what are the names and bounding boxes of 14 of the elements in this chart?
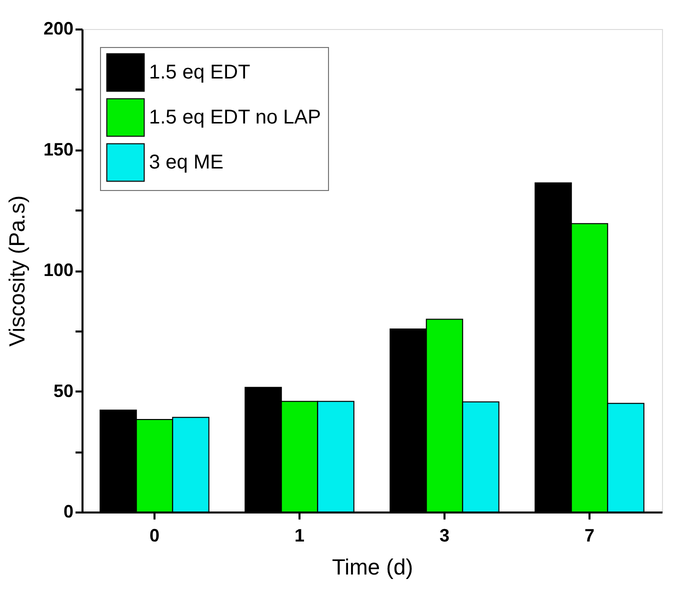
legend-label: 1.5 eq EDT — [149, 62, 250, 84]
legend-label: 1.5 eq EDT no LAP — [149, 106, 321, 128]
y-tick-label: 200 — [43, 18, 74, 38]
x-tick-label: 0 — [149, 526, 160, 546]
y-tick-label: 150 — [43, 139, 74, 160]
y-tick-label: 100 — [43, 260, 74, 280]
y-axis-title: Viscosity (Pa.s) — [4, 195, 30, 347]
y-tick-label: 50 — [53, 380, 74, 401]
x-tick-label: 1 — [294, 526, 305, 546]
x-tick-label: 7 — [584, 526, 595, 546]
y-tick-label: 0 — [63, 502, 74, 522]
x-axis-title: Time (d) — [332, 554, 414, 580]
x-tick-label: 3 — [439, 526, 450, 546]
legend-label: 3 eq ME — [149, 152, 224, 174]
